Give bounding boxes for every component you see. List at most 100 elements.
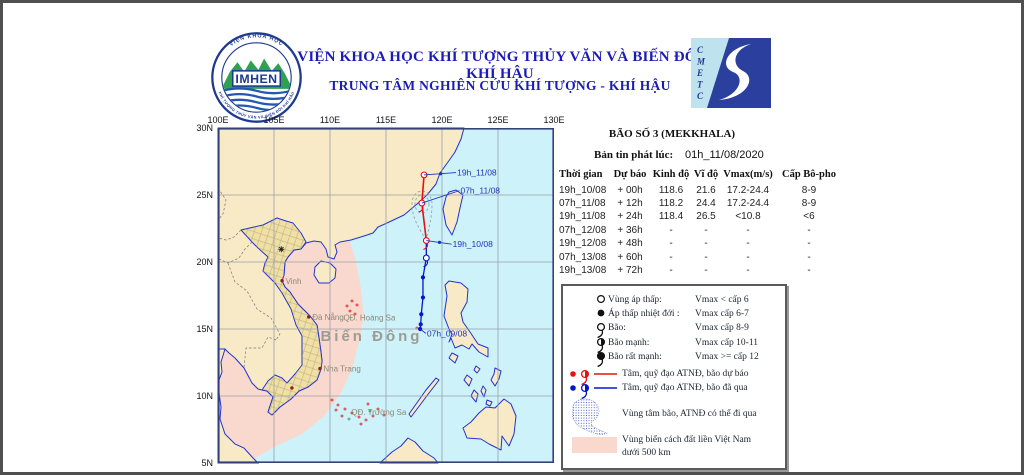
table-cell: 17.2-24.4 (726, 184, 770, 196)
table-cell: - (746, 264, 750, 276)
paracel-spratly-marks (330, 299, 419, 426)
svg-text:C: C (697, 45, 704, 55)
lat-label-20N: 20N (196, 257, 213, 267)
legend-label: Bão rất mạnh: (608, 352, 662, 362)
track-label-19h_10/08: 19h_10/08 (453, 239, 493, 249)
luzon-island (443, 280, 489, 358)
legend-value: Vmax cấp 8-9 (695, 323, 749, 333)
lon-label-130E: 130E (543, 115, 565, 125)
table-cell: - (669, 238, 673, 250)
table-cell: 17.2-24.4 (726, 197, 770, 209)
table-cell: - (669, 224, 673, 236)
lon-label-125E: 125E (487, 115, 509, 125)
vietnam-territory (240, 217, 323, 416)
table-cell: 19h_13/08 (559, 264, 607, 276)
table-cell: <6 (803, 211, 815, 223)
col-header-4: Vĩ độ (693, 169, 719, 180)
coastal-500km-swatch-icon (572, 437, 617, 453)
city-dot (280, 279, 284, 283)
city-dot (318, 366, 322, 371)
forecast-table: Thời gian Dự báo Kinh độ Vĩ độ Vmax(m/s) Cấp … (559, 169, 845, 281)
table-cell: - (746, 224, 750, 236)
capital-star-icon (278, 246, 285, 253)
lat-label-25N: 25N (196, 190, 213, 200)
legend-value: Vmax < cấp 6 (695, 295, 749, 305)
col-header-3: Kinh độ (652, 169, 690, 180)
storm-track-map[interactable]: 19h_11/08 07h_11/08 19h_10/08 07h_09/08 Vinh… (217, 127, 554, 464)
lat-label-30N: 30N (196, 123, 213, 133)
table-cell: + 60h (617, 251, 643, 263)
svg-text:T: T (697, 80, 703, 90)
legend-label: Bão: (608, 323, 626, 333)
city-label: Đà Nẵng (312, 313, 344, 322)
table-cell: - (704, 264, 708, 276)
center-title: TRUNG TÂM NGHIÊN CỨU KHÍ TƯỢNG - KHÍ HẬU (329, 78, 671, 93)
track-label-07h_09/08: 07h_09/08 (427, 328, 467, 338)
track-label-19h_11/08: 19h_11/08 (457, 168, 497, 178)
storm-filled-icon (596, 351, 606, 368)
table-cell: - (807, 264, 811, 276)
table-cell: 8-9 (801, 184, 817, 196)
imhen-logo: IMHEN VIỆN KHOA HỌC KHÍ TƯỢNG THỦY VĂN V… (211, 32, 302, 123)
lat-label-15N: 15N (196, 324, 213, 334)
table-cell: 118.6 (658, 184, 684, 196)
lat-label-10N: 10N (196, 391, 213, 401)
map-legend: Vùng áp thấp: Vmax < cấp 6 Áp thấp nhiệt đ… (561, 284, 787, 470)
legend-label: Áp thấp nhiệt đới : (608, 309, 680, 319)
table-cell: + 12h (617, 197, 643, 209)
legend-value: Vmax cấp 6-7 (695, 309, 749, 319)
sea-name-label: Biển Đông (320, 328, 422, 345)
archipelago-label: QĐ. Hoàng Sa (343, 313, 396, 322)
table-cell: - (669, 264, 673, 276)
col-header-1: Thời gian (559, 169, 603, 180)
forecast-cone (411, 190, 433, 242)
archipelago-label: QĐ. Trường Sa (351, 408, 407, 417)
table-cell: - (704, 224, 708, 236)
legend-label: Tâm, quỹ đạo ATNĐ, bão đã qua (622, 383, 748, 393)
legend-label: Bão mạnh: (608, 338, 650, 348)
lon-label-110E: 110E (319, 115, 341, 125)
storm-half-icon (596, 337, 606, 354)
malay-peninsula (217, 348, 260, 464)
table-cell: + 72h (617, 264, 643, 276)
palawan-island (408, 377, 440, 418)
tropical-depression-dot-icon (597, 309, 605, 317)
table-cell: 26.5 (696, 211, 716, 223)
table-cell: - (746, 251, 750, 263)
table-cell: + 48h (617, 238, 643, 250)
svg-text:E: E (696, 68, 703, 78)
issued-at-value: 01h_11/08/2020 (685, 149, 764, 161)
legend-label: Tâm, quỹ đạo ATNĐ, bão dự báo (622, 369, 749, 379)
table-cell: - (807, 238, 811, 250)
city-label: Vinh (286, 277, 302, 286)
table-cell: + 36h (617, 224, 643, 236)
map-frame (218, 128, 554, 463)
svg-text:C: C (697, 91, 704, 101)
col-header-2: Dự báo (613, 169, 647, 180)
table-cell: - (704, 238, 708, 250)
table-cell: 19h_11/08 (559, 211, 606, 223)
mindanao-island (462, 398, 517, 451)
col-header-6: Cấp Bô-pho (782, 169, 836, 180)
legend-label: Vùng biển cách đất liền Việt Nam (622, 435, 752, 445)
legend-value: Vmax >= cấp 12 (695, 352, 759, 362)
city-label: Nha Trang (323, 365, 360, 374)
borneo-coast (379, 437, 439, 464)
islands (313, 189, 517, 464)
issued-at-label: Bản tin phát lúc: (594, 149, 674, 161)
table-cell: 07h_11/08 (559, 197, 606, 209)
svg-text:M: M (696, 57, 706, 67)
table-cell: 21.6 (696, 184, 716, 196)
lon-label-105E: 105E (263, 115, 285, 125)
legend-value: Vmax cấp 10-11 (695, 338, 758, 348)
legend-label: Vùng áp thấp: (608, 295, 662, 305)
table-cell: + 00h (617, 184, 643, 196)
past-track-icon (570, 383, 617, 400)
institute-title: VIỆN KHOA HỌC KHÍ TƯỢNG THỦY VĂN VÀ BIẾN… (297, 49, 703, 82)
low-pressure-open-circle-icon (596, 294, 606, 304)
lat-label-5N: 5N (201, 458, 213, 468)
table-cell: 07h_12/08 (559, 224, 607, 236)
legend-label: dưới 500 km (622, 448, 671, 458)
table-cell: 118.2 (658, 197, 684, 209)
